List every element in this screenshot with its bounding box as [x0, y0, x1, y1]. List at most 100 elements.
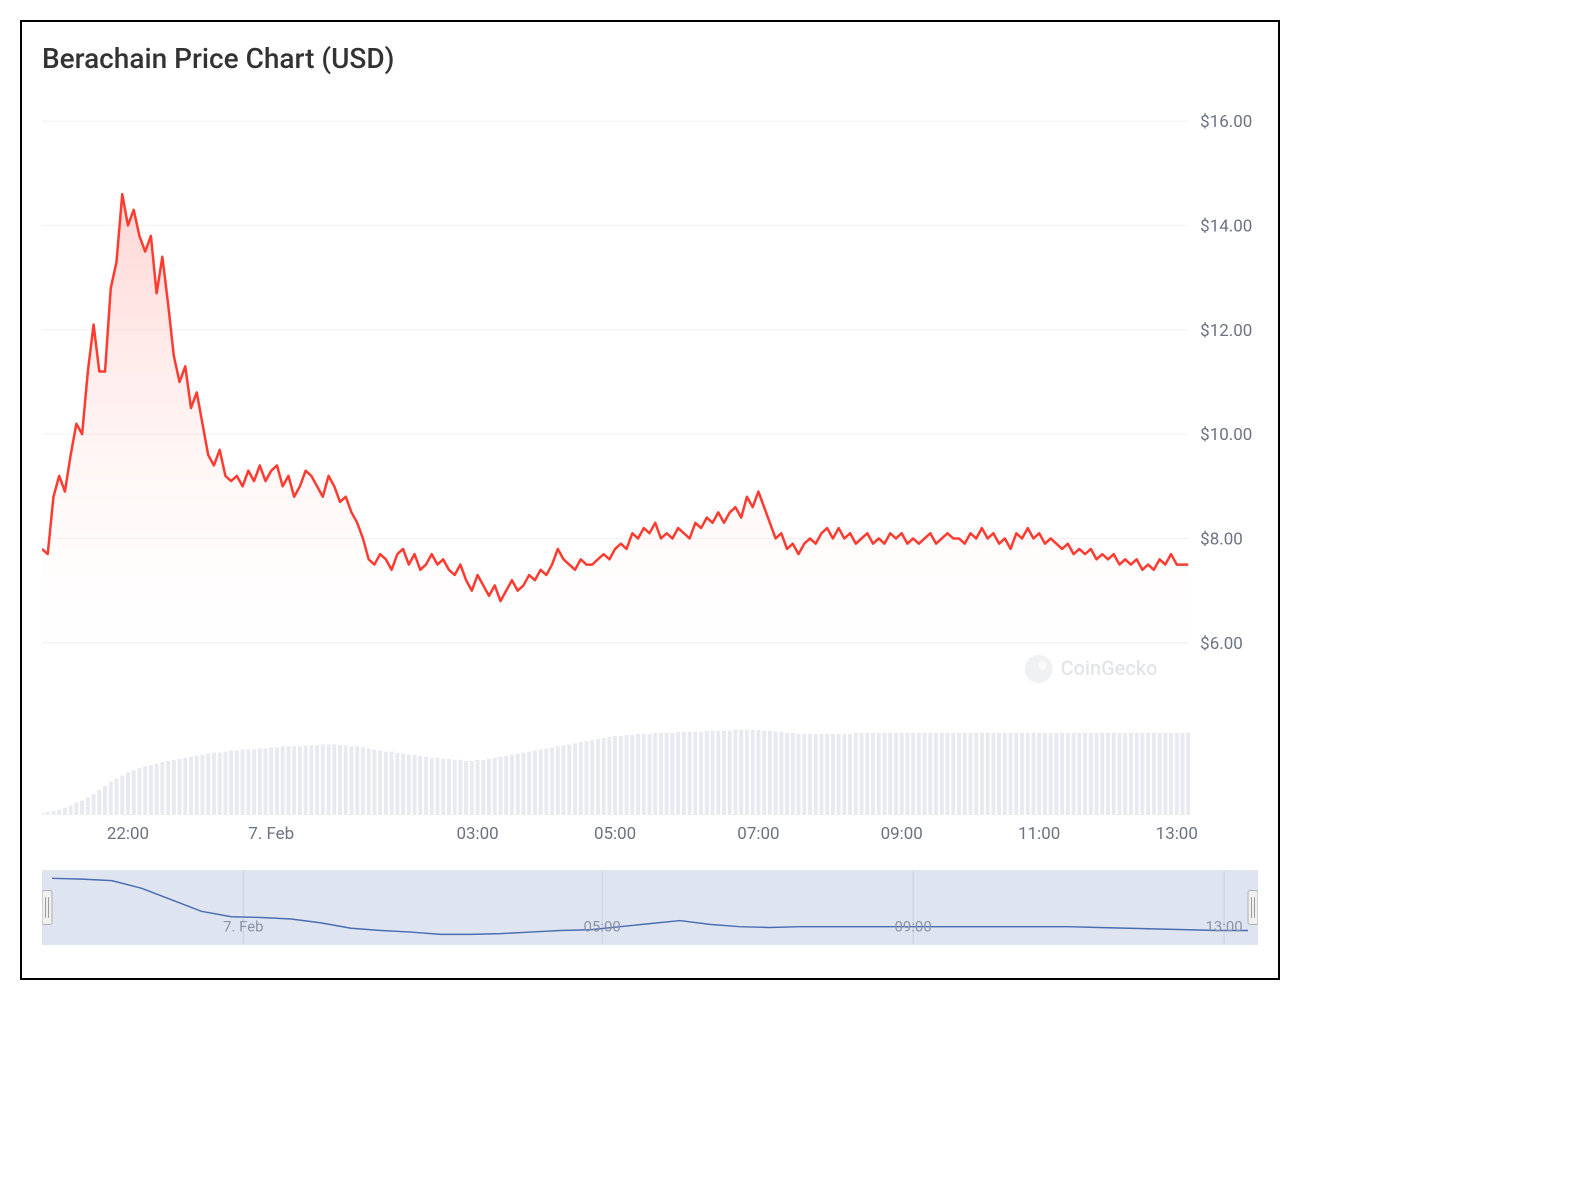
- volume-bar: [292, 746, 296, 815]
- volume-bar: [246, 749, 250, 815]
- volume-bar: [814, 734, 818, 815]
- volume-bar: [338, 745, 342, 815]
- coingecko-logo-icon: [1025, 655, 1053, 683]
- x-tick-label: 11:00: [1018, 824, 1060, 844]
- volume-bar: [1009, 733, 1013, 815]
- volume-bar: [768, 731, 772, 815]
- volume-bar: [963, 733, 967, 815]
- volume-bar: [321, 744, 325, 815]
- volume-bar: [590, 740, 594, 815]
- volume-bar: [120, 775, 124, 815]
- navigator-area[interactable]: 7. Feb05:0009:0013:00: [42, 870, 1258, 945]
- volume-bar: [688, 732, 692, 815]
- volume-bar: [905, 733, 909, 815]
- chart-title: Berachain Price Chart (USD): [42, 42, 1258, 75]
- volume-bar: [92, 794, 96, 815]
- volume-bar: [1014, 733, 1018, 815]
- volume-bar: [602, 738, 606, 815]
- volume-bar: [659, 733, 663, 815]
- volume-bar: [407, 755, 411, 815]
- volume-bar: [613, 736, 617, 815]
- volume-bar: [63, 808, 67, 815]
- volume-bar: [80, 800, 84, 815]
- x-tick-label: 03:00: [456, 824, 498, 844]
- volume-bar: [1089, 733, 1093, 815]
- volume-chart-area: [42, 705, 1258, 815]
- volume-bar: [212, 753, 216, 815]
- volume-bar: [527, 752, 531, 815]
- volume-bar: [178, 759, 182, 815]
- volume-bar: [1049, 733, 1053, 815]
- volume-bar: [367, 748, 371, 815]
- volume-bar: [911, 733, 915, 815]
- volume-bar: [1112, 733, 1116, 815]
- volume-bar: [218, 753, 222, 815]
- volume-bar: [871, 733, 875, 815]
- volume-bar: [361, 747, 365, 815]
- volume-bar: [229, 751, 233, 815]
- x-axis-svg: 22:007. Feb03:0005:0007:0009:0011:0013:0…: [42, 815, 1258, 855]
- volume-bar: [837, 734, 841, 815]
- navigator-svg: 7. Feb05:0009:0013:00: [42, 871, 1258, 944]
- volume-bar: [413, 755, 417, 815]
- volume-bar: [854, 733, 858, 815]
- volume-bar: [281, 746, 285, 815]
- volume-bar: [132, 770, 136, 815]
- volume-bar: [946, 733, 950, 815]
- volume-bar: [372, 749, 376, 815]
- volume-bar: [126, 772, 130, 815]
- volume-bar: [544, 748, 548, 815]
- volume-bar: [315, 745, 319, 815]
- volume-bar: [309, 745, 313, 815]
- volume-bar: [447, 759, 451, 815]
- navigator-x-tick-label: 09:00: [895, 918, 932, 936]
- volume-bar: [774, 732, 778, 815]
- volume-bar: [235, 751, 239, 815]
- volume-bar: [619, 736, 623, 815]
- volume-bar: [195, 756, 199, 815]
- volume-bar: [1181, 733, 1185, 815]
- volume-bar: [1031, 733, 1035, 815]
- volume-bar: [1083, 733, 1087, 815]
- volume-bar: [733, 730, 737, 815]
- y-tick-label: $8.00: [1200, 529, 1243, 549]
- volume-bar: [189, 757, 193, 815]
- volume-bar: [241, 749, 245, 815]
- volume-bar: [745, 730, 749, 815]
- x-tick-label: 07:00: [737, 824, 779, 844]
- volume-bar: [562, 745, 566, 815]
- volume-bar: [476, 760, 480, 815]
- volume-bar: [762, 731, 766, 815]
- volume-bar: [355, 746, 359, 815]
- volume-bar: [928, 733, 932, 815]
- volume-bar: [808, 734, 812, 815]
- volume-bar: [533, 751, 537, 815]
- volume-bar: [327, 744, 331, 815]
- volume-bar: [1146, 733, 1150, 815]
- volume-bar: [1123, 733, 1127, 815]
- watermark-text: CoinGecko: [1061, 656, 1158, 680]
- volume-bar: [894, 733, 898, 815]
- volume-bar: [269, 747, 273, 815]
- volume-bar: [464, 761, 468, 815]
- volume-bar: [275, 747, 279, 815]
- volume-bar: [344, 745, 348, 815]
- volume-bar: [481, 760, 485, 815]
- volume-bar: [97, 790, 101, 815]
- volume-bar: [1169, 733, 1173, 815]
- volume-bar: [791, 733, 795, 815]
- volume-bar: [1054, 733, 1058, 815]
- volume-bar: [997, 733, 1001, 815]
- volume-bar: [453, 760, 457, 815]
- volume-bar: [716, 731, 720, 815]
- volume-bar: [1043, 733, 1047, 815]
- navigator-handle-left[interactable]: [42, 890, 52, 924]
- volume-bar: [418, 756, 422, 815]
- volume-bar: [424, 757, 428, 815]
- navigator-handle-right[interactable]: [1248, 890, 1258, 924]
- main-chart-area[interactable]: $6.00$8.00$10.00$12.00$14.00$16.00 CoinG…: [42, 85, 1258, 705]
- volume-bar: [137, 768, 141, 815]
- volume-bar: [802, 734, 806, 815]
- volume-bar: [865, 733, 869, 815]
- volume-bar: [252, 749, 256, 815]
